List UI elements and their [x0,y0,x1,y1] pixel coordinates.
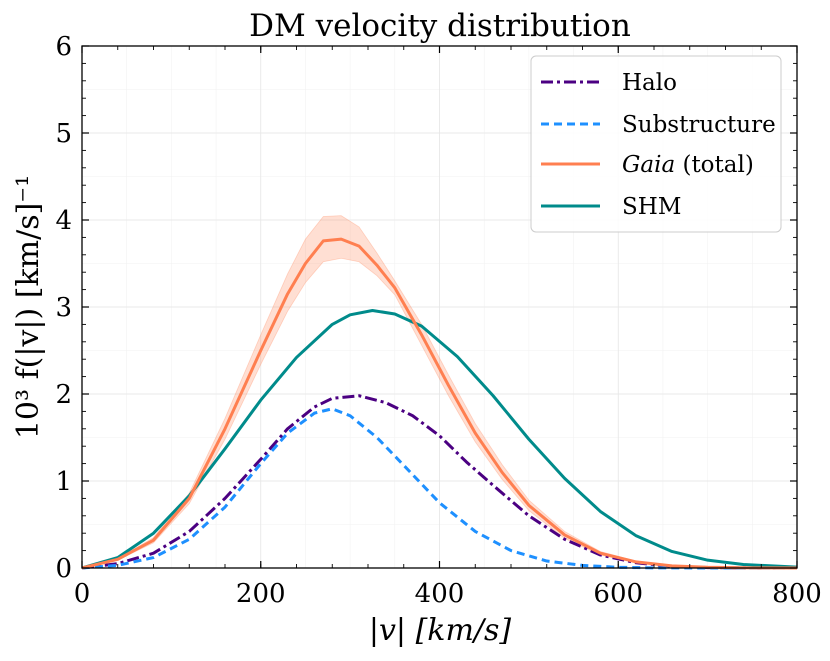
x-tick-label: 600 [593,579,643,609]
legend-label-shm: SHM [622,194,681,220]
y-tick-label: 2 [55,380,72,410]
x-tick-label: 800 [772,579,822,609]
x-tick-label: 400 [415,579,465,609]
legend-label-gaia-rest: (total) [675,152,754,178]
series-line-substructure [81,407,797,570]
series-line-shm [81,308,798,570]
y-tick-label: 1 [55,467,72,497]
legend-label-gaia: Gaia (total) [622,152,754,178]
legend: Halo Substructure Gaia (total) SHM [530,55,782,233]
series-line-halo [81,394,797,570]
y-tick-label: 4 [55,206,72,236]
y-tick-label: 0 [55,554,72,584]
legend-label-halo: Halo [622,70,677,96]
legend-box [530,55,782,233]
y-tick-label: 6 [55,32,72,62]
y-axis-label: 10³ f(|v|) [km/s]⁻¹ [11,175,46,439]
legend-label-substructure: Substructure [622,112,776,138]
legend-label-gaia-italic: Gaia [622,152,675,178]
series-layer [81,237,798,570]
axis-ticks: 0 200 400 600 800 0 1 2 3 4 5 6 [55,32,821,609]
x-tick-label: 0 [74,579,91,609]
series-line-gaia-total [81,237,798,570]
y-tick-label: 3 [55,293,72,323]
chart-title: DM velocity distribution [249,8,631,44]
x-tick-label: 200 [236,579,286,609]
x-axis-label: |v| [km/s] [369,613,512,648]
y-tick-label: 5 [55,119,72,149]
